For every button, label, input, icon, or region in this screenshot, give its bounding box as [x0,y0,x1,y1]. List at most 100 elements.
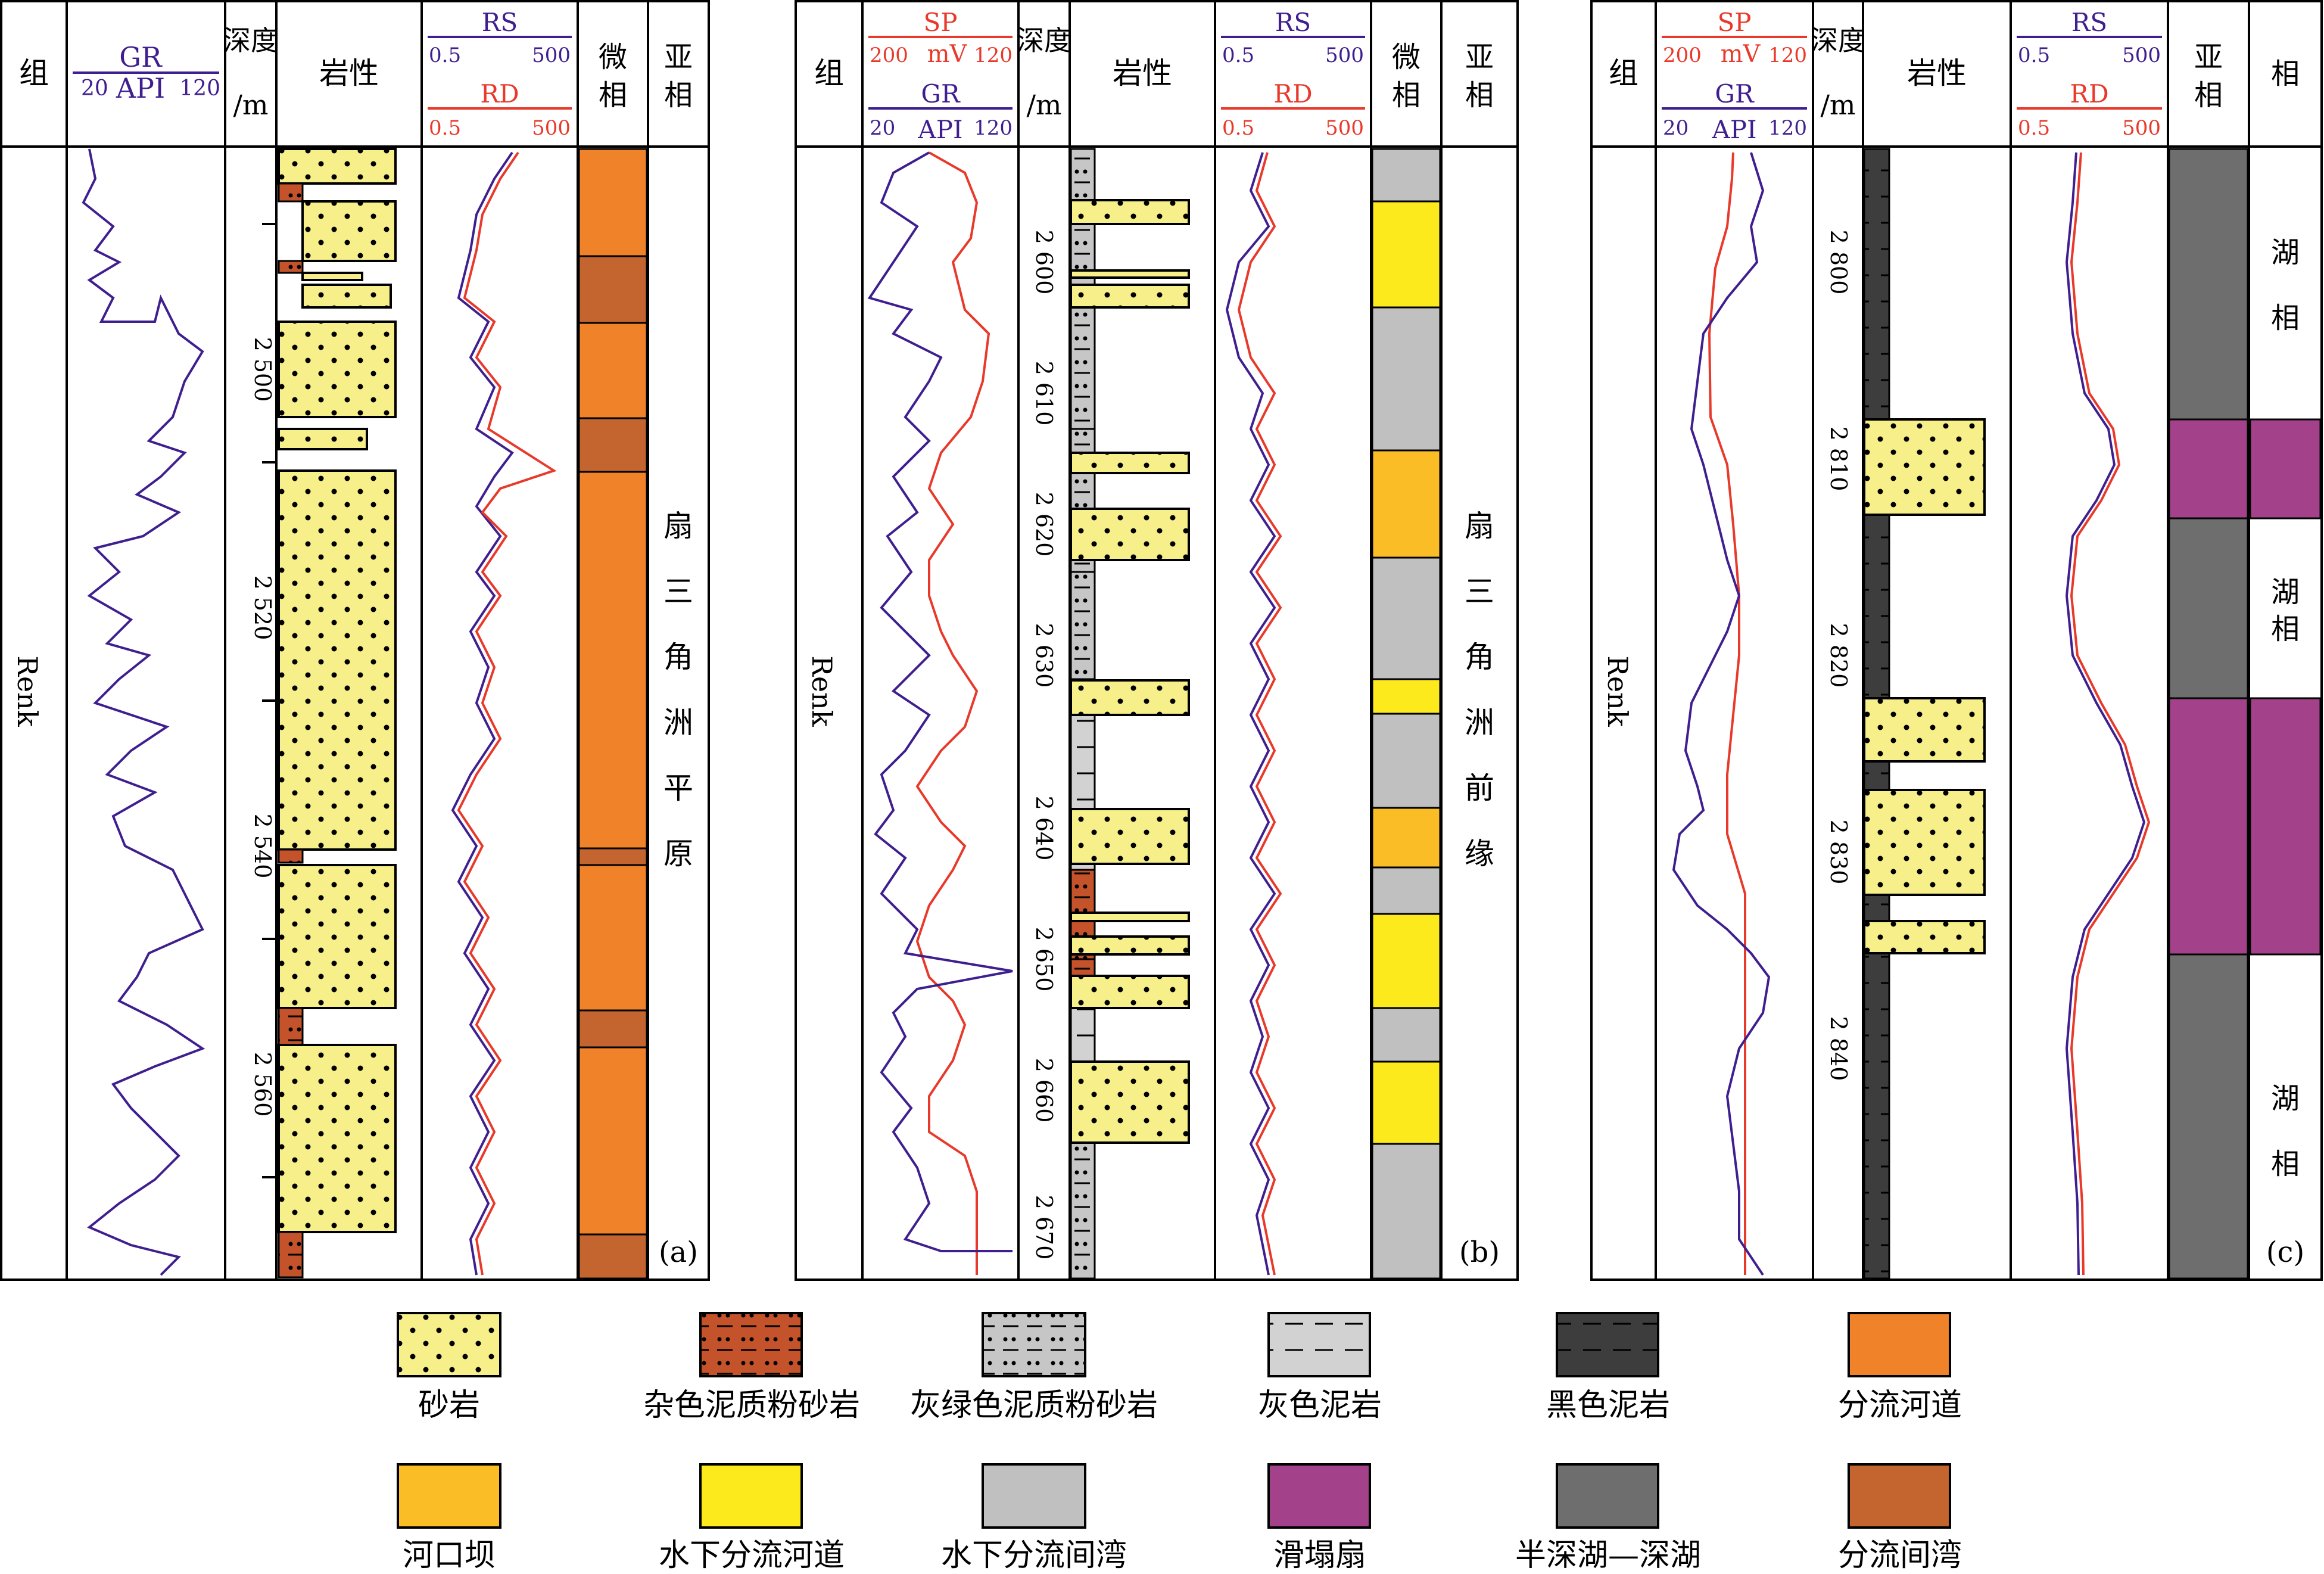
depth-label: 2 620 [1031,492,1057,557]
gr-min: 20 [870,116,895,140]
header-mv: mV [927,41,968,68]
depth-label: 2 630 [1031,623,1057,688]
facies-char: 相 [2271,612,2300,646]
depth-label: 2 810 [1825,427,1852,492]
rs-curve [2065,152,2146,1276]
header-mv: mV [1721,41,1761,68]
header-depth: 深度 [1017,24,1071,57]
gr-min: 20 [1663,116,1689,140]
legend-swatch-grey-mudstone [1267,1312,1371,1377]
header-gr: GR [119,41,163,73]
header-microfacies: 微 [1392,41,1420,74]
facies-char: 湖 [2271,1082,2300,1115]
header-lithology: 岩性 [1113,56,1172,91]
rs-curve [1225,152,1276,1276]
rd-max: 500 [1325,116,1364,140]
legend-swatch-underwater-bay [982,1463,1086,1529]
depth-label: 2 840 [1825,1016,1852,1081]
sp-max: 120 [974,43,1013,67]
header-microfacies: 微 [599,41,627,74]
facies-char: 湖 [2271,236,2300,269]
panel-a-frame [0,0,710,1281]
header-rd: RD [1273,79,1312,108]
legend-label: 砂岩 [418,1388,480,1423]
header-depth-unit: /m [1820,89,1855,121]
rd-max: 500 [532,116,571,140]
legend-swatch-interdistributary-bay [1848,1463,1951,1529]
header-subfacies: 亚 [1465,41,1494,74]
header-api: API [1711,115,1756,144]
depth-label: 2 600 [1031,230,1057,295]
depth-scale: 2 600 2 610 2 620 2 630 2 640 2 650 2 66… [1031,230,1057,1260]
header-microfacies-2: 相 [599,79,627,112]
formation-label: Renk [11,655,43,727]
rd-max: 500 [2122,116,2161,140]
subfacies-char: 洲 [663,705,693,740]
facies-char: 湖 [2271,576,2300,609]
header-microfacies-2: 相 [1392,79,1420,112]
legend-swatch-variegated [699,1312,803,1377]
legend-label: 杂色泥质粉砂岩 [643,1388,860,1423]
header-rs: RS [2071,8,2107,37]
subfacies-column [2168,148,2249,1280]
depth-label: 2 660 [1031,1058,1057,1123]
gr-curve [867,151,1013,1252]
subfacies-label: 扇三角洲平原 [663,509,693,871]
subfacies-char: 洲 [1465,705,1494,740]
gr-min: 20 [81,76,108,101]
header-subfacies-2: 相 [664,79,693,112]
header-subfacies-2: 相 [2194,79,2223,112]
legend-label: 灰色泥岩 [1258,1388,1382,1423]
header-subfacies: 亚 [2194,41,2223,74]
legend-swatch-deep-lake [1556,1463,1659,1529]
gr-max: 120 [1768,116,1807,140]
rs-min: 0.5 [1222,43,1254,67]
facies-label: 湖相 [2271,576,2300,646]
subfacies-label: 扇三角洲前缘 [1465,509,1494,871]
subfacies-char: 角 [1465,640,1494,674]
formation-label: Renk [1602,655,1634,727]
depth-scale: 2 500 2 520 2 540 2 560 [250,223,276,1178]
lithology-column [1863,148,1986,1280]
legend-label: 水下分流河道 [659,1538,845,1573]
depth-label: 2 670 [1031,1195,1057,1260]
legend-swatch-grey-green [982,1312,1086,1377]
sp-min: 200 [870,43,908,67]
legend-swatch-sandstone [397,1312,501,1377]
subfacies-char: 原 [663,836,693,871]
header-depth: 深度 [223,24,278,57]
sp-curve [1708,152,1746,1275]
header-api: API [917,115,962,144]
sp-max: 120 [1768,43,1807,67]
lithology-column [278,148,397,1279]
header-rs: RS [482,8,518,37]
rs-curve [451,151,514,1276]
formation-label: Renk [806,655,838,727]
panel-b: 组 SP 200 mV 120 GR 20 API 120 深度 /m 岩性 R… [795,0,1519,1281]
gr-max: 120 [179,76,220,101]
depth-label: 2 830 [1825,820,1852,885]
lithology-column [1070,148,1190,1280]
header-formation: 组 [814,56,844,91]
depth-label: 2 520 [250,576,276,640]
panel-tag: (b) [1459,1236,1500,1269]
rd-min: 0.5 [1222,116,1254,140]
header-gr: GR [1715,79,1755,108]
subfacies-char: 平 [663,771,693,805]
header-rd: RD [2070,79,2108,108]
facies-char: 相 [2271,1147,2300,1181]
header-lithology: 岩性 [1907,56,1967,91]
legend-label: 分流间湾 [1838,1538,1962,1573]
gr-max: 120 [974,116,1013,140]
legend-label: 半深湖—深湖 [1515,1538,1701,1573]
rs-max: 500 [2122,43,2161,67]
header-subfacies: 亚 [664,41,693,74]
header-sp: SP [1717,8,1751,37]
subfacies-char: 缘 [1465,836,1494,871]
legend-swatch-distributary-channel [1848,1312,1951,1377]
header-depth: 深度 [1811,24,1865,57]
legend-swatch-slump-fan [1267,1463,1371,1529]
depth-label: 2 640 [1031,796,1057,861]
legend-swatch-underwater-channel [699,1463,803,1529]
subfacies-char: 前 [1465,771,1494,805]
